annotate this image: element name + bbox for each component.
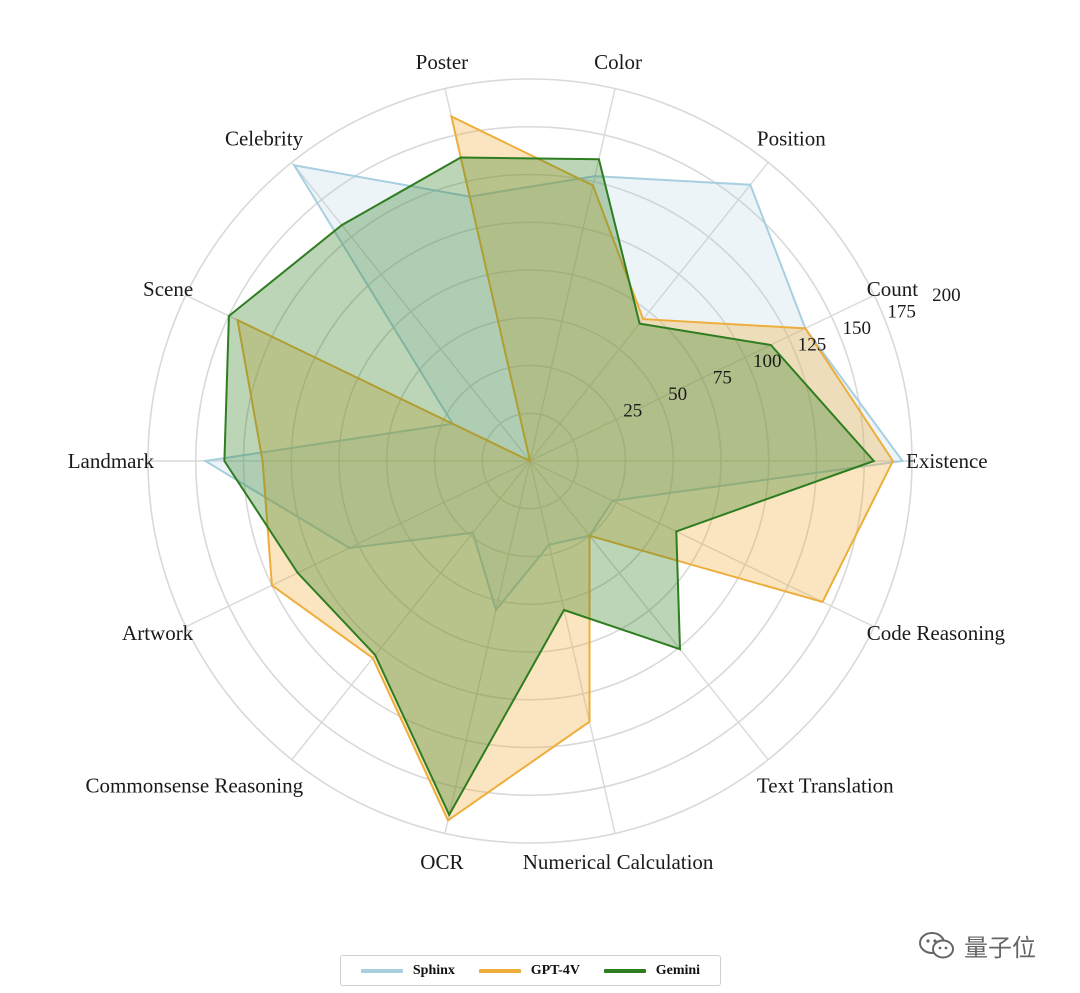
radial-tick-150: 150 bbox=[843, 318, 872, 339]
series-gpt-4v-area bbox=[236, 114, 895, 822]
spoke-line bbox=[529, 460, 875, 628]
legend-label: GPT-4V bbox=[530, 962, 580, 978]
radial-tick-200: 200 bbox=[932, 285, 961, 306]
axis-label-scene: Scene bbox=[143, 277, 193, 301]
legend-swatch bbox=[603, 968, 646, 973]
legend-label: Sphinx bbox=[412, 962, 455, 978]
spoke-line bbox=[529, 460, 616, 834]
radial-tick-25: 25 bbox=[623, 401, 642, 422]
axis-label-celebrity: Celebrity bbox=[225, 126, 304, 150]
series-sphinx-area bbox=[202, 163, 905, 613]
axis-label-position: Position bbox=[757, 126, 826, 150]
wechat-icon bbox=[919, 931, 954, 958]
axis-label-landmark: Landmark bbox=[68, 449, 155, 473]
axis-label-numerical-calculation: Numerical Calculation bbox=[523, 850, 714, 874]
chart-legend: Sphinx GPT-4V Gemini bbox=[340, 955, 721, 986]
legend-swatch bbox=[360, 968, 403, 973]
legend-item-gemini: Gemini bbox=[603, 962, 701, 979]
axis-label-count: Count bbox=[867, 277, 919, 301]
spoke-line bbox=[185, 460, 531, 628]
axis-label-text-translation: Text Translation bbox=[757, 774, 894, 798]
series-gemini-area bbox=[223, 156, 876, 817]
axis-label-commonsense-reasoning: Commonsense Reasoning bbox=[86, 774, 304, 798]
axis-label-color: Color bbox=[594, 50, 642, 74]
legend-label: Gemini bbox=[655, 962, 701, 978]
radial-tick-175: 175 bbox=[887, 301, 916, 322]
axis-label-poster: Poster bbox=[416, 50, 469, 74]
radar-series bbox=[202, 114, 905, 822]
spoke-line bbox=[291, 460, 531, 761]
spoke-line bbox=[291, 161, 531, 462]
legend-swatch bbox=[478, 968, 521, 973]
legend-item-gpt-4v: GPT-4V bbox=[478, 962, 580, 979]
spoke-line bbox=[529, 88, 616, 462]
legend-item-sphinx: Sphinx bbox=[360, 962, 455, 979]
axis-label-code-reasoning: Code Reasoning bbox=[867, 621, 1006, 645]
axis-label-ocr: OCR bbox=[420, 850, 463, 874]
watermark: 量子位 bbox=[918, 928, 1036, 963]
spoke-line bbox=[444, 460, 531, 834]
radial-tick-100: 100 bbox=[753, 351, 782, 372]
spoke-line bbox=[529, 294, 875, 462]
watermark-text: 量子位 bbox=[964, 934, 1036, 962]
radar-labels: Existence Count Position Color Poster Celebri… bbox=[68, 50, 1006, 874]
axis-label-existence: Existence bbox=[906, 449, 988, 473]
spoke-line bbox=[529, 460, 769, 761]
spoke-line bbox=[529, 161, 769, 462]
axis-label-artwork: Artwork bbox=[122, 621, 194, 645]
radial-tick-125: 125 bbox=[798, 334, 827, 355]
radial-tick-75: 75 bbox=[713, 367, 732, 388]
radial-tick-50: 50 bbox=[668, 384, 687, 405]
